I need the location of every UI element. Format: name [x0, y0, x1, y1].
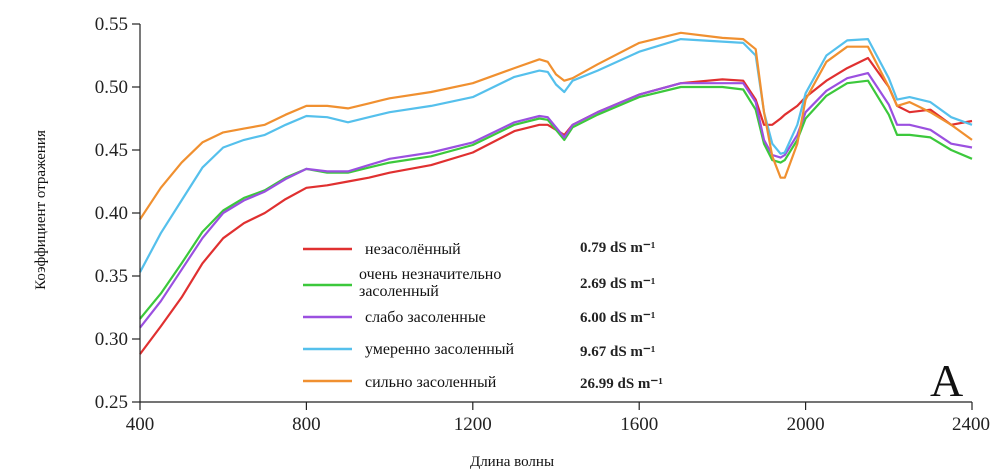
legend-label: сильно засоленный	[365, 374, 497, 391]
legend-label: умеренно засоленный	[365, 341, 515, 358]
series-line-5	[139, 31, 973, 220]
y-axis-title: Коэффициент отражения	[33, 130, 49, 290]
series-line-4	[139, 38, 973, 273]
legend-label: слабо засоленные	[365, 309, 486, 326]
x-tick-label: 800	[292, 414, 321, 435]
y-tick-label: 0.55	[95, 14, 128, 35]
y-tick-label: 0.25	[95, 392, 128, 413]
x-tick-label: 2400	[952, 414, 990, 435]
legend-ec-value: 9.67 dS m⁻¹	[580, 344, 655, 360]
series-line-2	[139, 79, 973, 320]
x-tick-label: 1200	[454, 414, 492, 435]
y-tick-label: 0.50	[95, 77, 128, 98]
legend-ec-value: 2.69 dS m⁻¹	[580, 276, 655, 292]
legend-ec-value: 26.99 dS m⁻¹	[580, 376, 663, 392]
y-tick-label: 0.45	[95, 140, 128, 161]
legend-ec-value: 6.00 dS m⁻¹	[580, 310, 655, 326]
x-tick-label: 400	[126, 414, 155, 435]
legend-box	[296, 236, 706, 396]
y-tick-label: 0.30	[95, 329, 128, 350]
panel-label: A	[930, 355, 963, 406]
legend-ec-value: 0.79 dS m⁻¹	[580, 240, 655, 256]
x-axis-title: Длина волны	[470, 454, 554, 470]
x-tick-label: 2000	[787, 414, 825, 435]
series-line-3	[139, 72, 973, 329]
legend-label: незасолённый	[365, 241, 461, 258]
y-tick-label: 0.35	[95, 266, 128, 287]
legend-label: очень незначительно засоленный	[359, 266, 501, 300]
y-tick-label: 0.40	[95, 203, 128, 224]
x-tick-label: 1600	[620, 414, 658, 435]
